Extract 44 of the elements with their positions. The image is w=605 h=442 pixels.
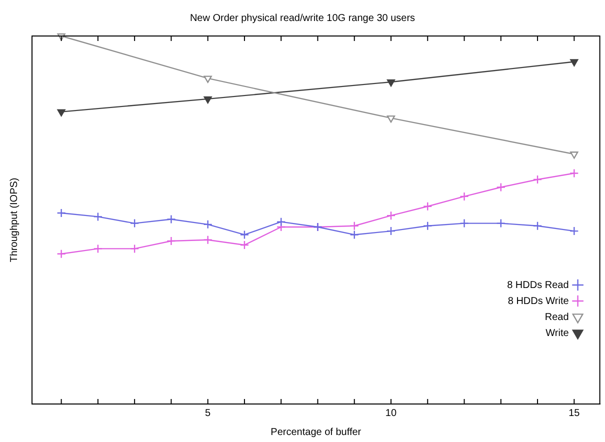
point [56,249,66,258]
point [166,236,176,246]
point [386,226,396,236]
point [532,174,542,184]
legend-label: Write [546,328,570,339]
point [240,240,250,250]
point [570,152,578,159]
point [460,218,469,228]
point [496,182,506,192]
chart-title: New Order physical read/write 10G range 30 users [190,12,416,24]
point [203,220,212,230]
point [93,212,103,222]
legend-label: 8 HDDs Write [508,296,570,307]
point [203,235,212,244]
legend-label: 8 HDDs Read [507,280,569,291]
point [496,218,506,228]
x-tick-label: 5 [205,408,212,419]
point [386,210,396,220]
legend-label: Read [544,312,569,323]
point [423,221,432,230]
point [130,244,140,254]
point [204,76,212,83]
point [93,244,103,254]
point [570,59,578,66]
point [276,217,286,226]
point [166,214,176,224]
x-tick-label: 10 [385,408,397,419]
point [204,96,212,104]
y-axis-title: Throughput (IOPS) [8,178,20,262]
x-tick-label: 15 [568,408,580,419]
point [56,208,66,218]
point [570,168,579,178]
point [570,226,579,236]
point [423,202,432,211]
point [460,192,469,202]
point [240,230,250,240]
point [57,109,66,116]
point [350,230,359,240]
point [130,218,140,228]
point [386,115,396,123]
point [350,221,359,230]
point [532,221,542,230]
point [386,79,396,87]
x-axis-title: Percentage of buffer [270,426,362,438]
